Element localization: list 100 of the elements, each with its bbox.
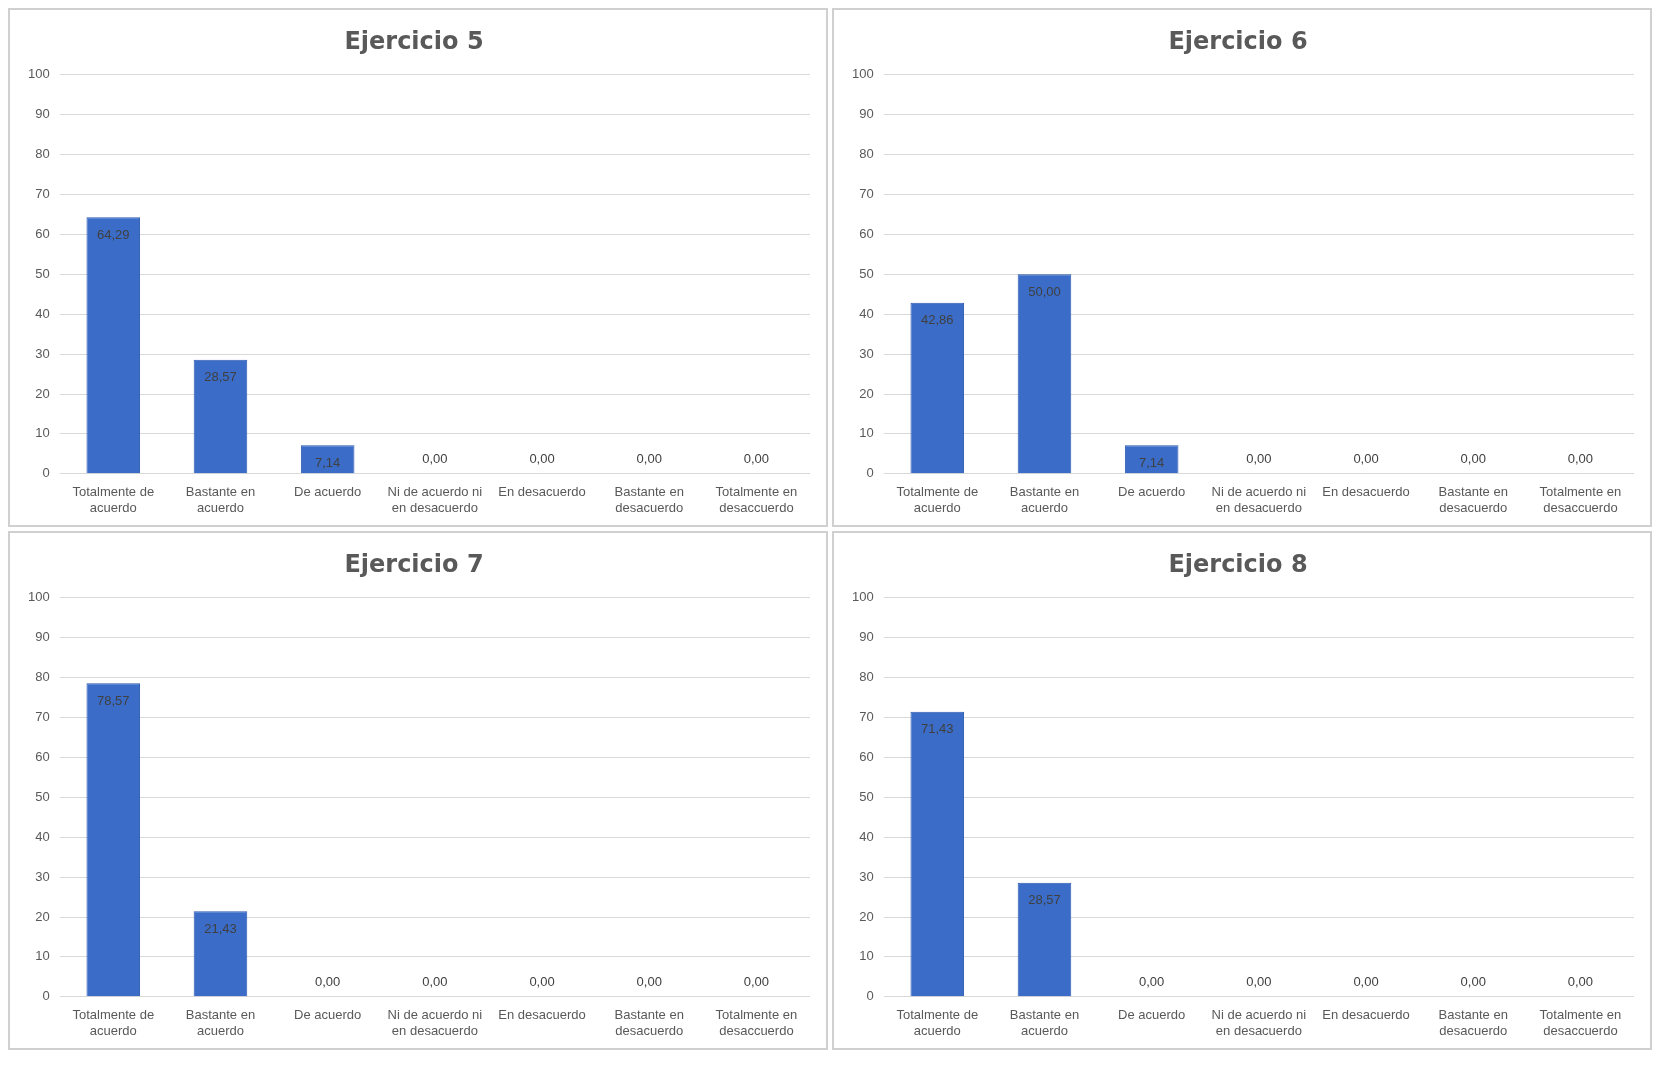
data-label: 28,57	[1028, 892, 1061, 908]
y-tick-label: 30	[859, 345, 874, 361]
x-tick-label: De acuerdo	[1118, 1007, 1186, 1023]
y-tick-label: 30	[859, 868, 874, 884]
y-tick-label: 100	[27, 66, 50, 82]
y-tick-label: 90	[35, 106, 50, 122]
y-tick-label: 0	[42, 465, 50, 481]
data-label: 78,57	[97, 692, 130, 708]
x-tick-label: Totalmente en desaccuerdo	[715, 484, 798, 515]
y-tick-label: 50	[35, 265, 50, 281]
y-tick-label: 60	[35, 748, 50, 764]
x-tick-label: En desacuerdo	[498, 1007, 586, 1023]
chart-title: Ejercicio 6	[1168, 26, 1308, 55]
x-tick-label: Bastante en acuerdo	[1009, 1007, 1080, 1038]
data-label: 50,00	[1028, 283, 1061, 299]
y-tick-label: 50	[859, 265, 874, 281]
x-tick-label: Bastante en desacuerdo	[614, 1007, 684, 1038]
data-label: 0,00	[1567, 974, 1594, 990]
x-tick-label: En desacuerdo	[1322, 1007, 1410, 1023]
y-tick-label: 60	[859, 225, 874, 241]
y-tick-label: 20	[859, 908, 874, 924]
data-label: 28,57	[204, 369, 237, 385]
data-label: 0,00	[1139, 974, 1165, 990]
y-tick-label: 10	[35, 425, 50, 441]
y-tick-label: 70	[35, 186, 50, 202]
data-label: 0,00	[743, 974, 770, 990]
y-tick-label: 90	[859, 629, 874, 645]
x-tick-label: Bastante en acuerdo	[1009, 484, 1080, 515]
x-tick-label: Ni de acuerdo ni en desacuerdo	[387, 1007, 483, 1038]
data-label: 0,00	[422, 451, 448, 467]
y-tick-label: 100	[851, 66, 874, 82]
data-label: 7,14	[315, 454, 341, 470]
x-tick-label: De acuerdo	[294, 1007, 362, 1023]
y-tick-label: 10	[859, 425, 874, 441]
y-tick-label: 10	[859, 948, 874, 964]
x-tick-label: En desacuerdo	[498, 484, 586, 500]
data-label: 0,00	[1460, 974, 1486, 990]
x-tick-label: De acuerdo	[1118, 484, 1186, 500]
x-tick-label: Bastante en desacuerdo	[614, 484, 684, 515]
y-tick-label: 40	[859, 305, 874, 321]
x-tick-label: Totalmente en desaccuerdo	[1539, 484, 1622, 515]
chart-title: Ejercicio 5	[344, 26, 484, 55]
y-tick-label: 20	[35, 908, 50, 924]
chart-title: Ejercicio 8	[1168, 549, 1308, 578]
x-tick-label: Bastante en desacuerdo	[1438, 484, 1508, 515]
data-label: 0,00	[636, 451, 662, 467]
y-tick-label: 0	[42, 988, 50, 1004]
y-tick-label: 30	[35, 868, 50, 884]
x-tick-label: Ni de acuerdo ni en desacuerdo	[1211, 484, 1307, 515]
data-label: 0,00	[529, 451, 555, 467]
y-tick-label: 0	[866, 988, 874, 1004]
y-tick-label: 40	[35, 828, 50, 844]
data-label: 7,14	[1139, 454, 1165, 470]
y-tick-label: 50	[35, 788, 50, 804]
x-tick-label: Ni de acuerdo ni en desacuerdo	[387, 484, 483, 515]
x-tick-label: Bastante en acuerdo	[185, 1007, 256, 1038]
x-tick-label: En desacuerdo	[1322, 484, 1410, 500]
y-tick-label: 0	[866, 465, 874, 481]
y-tick-label: 90	[35, 629, 50, 645]
data-label: 71,43	[921, 721, 954, 737]
y-tick-label: 70	[859, 709, 874, 725]
y-tick-label: 80	[859, 669, 874, 685]
x-tick-label: Bastante en acuerdo	[185, 484, 256, 515]
y-tick-label: 60	[35, 225, 50, 241]
data-label: 0,00	[422, 974, 448, 990]
data-label: 0,00	[636, 974, 662, 990]
y-tick-label: 70	[35, 709, 50, 725]
y-tick-label: 80	[859, 146, 874, 162]
data-label: 0,00	[1246, 451, 1272, 467]
data-label: 0,00	[1246, 974, 1272, 990]
x-tick-label: Totalmente de acuerdo	[896, 484, 979, 515]
data-label: 0,00	[315, 974, 341, 990]
x-tick-label: Ni de acuerdo ni en desacuerdo	[1211, 1007, 1307, 1038]
y-tick-label: 80	[35, 669, 50, 685]
y-tick-label: 40	[35, 305, 50, 321]
y-tick-label: 40	[859, 828, 874, 844]
x-tick-label: Totalmente en desaccuerdo	[1539, 1007, 1622, 1038]
y-tick-label: 20	[859, 385, 874, 401]
data-label: 0,00	[1353, 451, 1379, 467]
x-tick-label: Bastante en desacuerdo	[1438, 1007, 1508, 1038]
x-tick-label: Totalmente de acuerdo	[896, 1007, 979, 1038]
data-label: 64,29	[97, 226, 130, 242]
data-label: 0,00	[1353, 974, 1379, 990]
data-label: 0,00	[1460, 451, 1486, 467]
data-label: 0,00	[743, 451, 770, 467]
data-label: 42,86	[921, 312, 954, 328]
y-tick-label: 90	[859, 106, 874, 122]
y-tick-label: 30	[35, 345, 50, 361]
y-tick-label: 70	[859, 186, 874, 202]
x-tick-label: Totalmente de acuerdo	[72, 484, 155, 515]
y-tick-label: 10	[35, 948, 50, 964]
chart-title: Ejercicio 7	[344, 549, 484, 578]
y-tick-label: 60	[859, 748, 874, 764]
data-label: 21,43	[204, 920, 237, 936]
data-label: 0,00	[529, 974, 555, 990]
y-tick-label: 50	[859, 788, 874, 804]
x-tick-label: Totalmente en desaccuerdo	[715, 1007, 798, 1038]
y-tick-label: 100	[27, 589, 50, 605]
y-tick-label: 100	[851, 589, 874, 605]
y-tick-label: 20	[35, 385, 50, 401]
